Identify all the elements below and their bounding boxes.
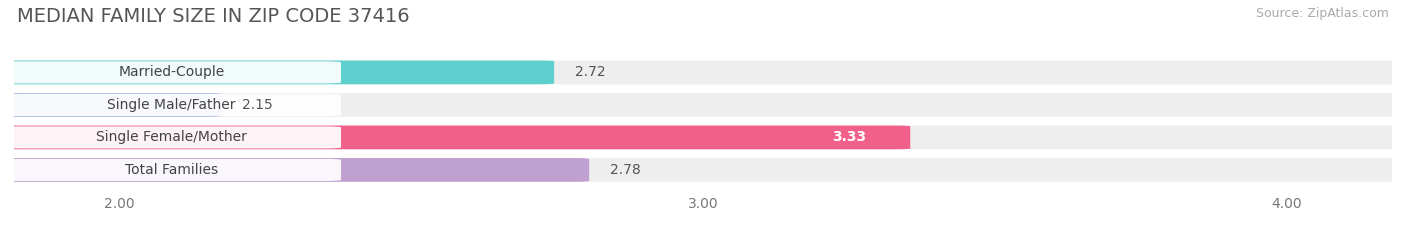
FancyBboxPatch shape — [0, 126, 910, 149]
Text: 2.72: 2.72 — [575, 65, 605, 79]
FancyBboxPatch shape — [3, 126, 342, 148]
FancyBboxPatch shape — [3, 94, 342, 116]
FancyBboxPatch shape — [3, 61, 342, 83]
FancyBboxPatch shape — [0, 61, 1406, 84]
FancyBboxPatch shape — [3, 159, 342, 181]
FancyBboxPatch shape — [0, 93, 1406, 117]
Text: Single Male/Father: Single Male/Father — [107, 98, 236, 112]
Text: 3.33: 3.33 — [832, 130, 866, 144]
Text: 2.78: 2.78 — [610, 163, 640, 177]
FancyBboxPatch shape — [0, 126, 1406, 149]
FancyBboxPatch shape — [0, 93, 221, 117]
FancyBboxPatch shape — [0, 158, 1406, 182]
Text: Source: ZipAtlas.com: Source: ZipAtlas.com — [1256, 7, 1389, 20]
Text: 2.15: 2.15 — [242, 98, 273, 112]
Text: Total Families: Total Families — [125, 163, 218, 177]
FancyBboxPatch shape — [0, 61, 554, 84]
FancyBboxPatch shape — [0, 158, 589, 182]
Text: Single Female/Mother: Single Female/Mother — [96, 130, 247, 144]
Text: MEDIAN FAMILY SIZE IN ZIP CODE 37416: MEDIAN FAMILY SIZE IN ZIP CODE 37416 — [17, 7, 409, 26]
Text: Married-Couple: Married-Couple — [118, 65, 225, 79]
